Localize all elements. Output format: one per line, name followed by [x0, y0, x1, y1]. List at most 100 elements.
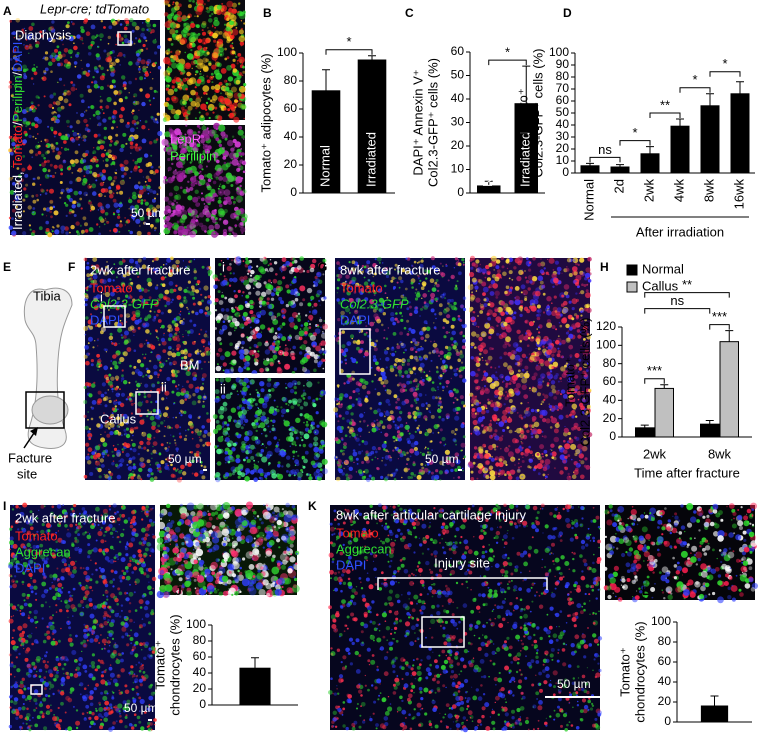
texture-dot [204, 430, 208, 434]
texture-dot [392, 436, 395, 439]
texture-dot [445, 471, 448, 474]
texture-dot [104, 474, 108, 478]
texture-dot [366, 332, 368, 334]
texture-dot [199, 309, 204, 314]
texture-dot [44, 57, 48, 61]
texture-dot [210, 189, 215, 194]
texture-dot [215, 398, 220, 403]
texture-dot [56, 101, 61, 106]
texture-dot [193, 324, 196, 327]
texture-dot [336, 415, 338, 417]
texture-dot [223, 320, 226, 323]
texture-dot [204, 361, 206, 363]
texture-dot [199, 127, 201, 129]
texture-dot [220, 92, 222, 94]
texture-dot [189, 384, 194, 389]
texture-dot [432, 432, 433, 433]
texture-dot [203, 346, 205, 348]
texture-dot [238, 223, 243, 228]
texture-dot [215, 116, 219, 120]
texture-dot [200, 294, 202, 296]
texture-dot [400, 319, 403, 322]
texture-dot [287, 289, 291, 293]
texture-dot [143, 447, 146, 450]
texture-dot [58, 96, 63, 101]
texture-dot [378, 402, 381, 405]
texture-dot [168, 358, 170, 360]
texture-dot [74, 191, 79, 196]
texture-dot [236, 80, 241, 85]
texture-dot [86, 170, 90, 174]
texture-dot [62, 54, 66, 58]
texture-dot [553, 396, 557, 400]
texture-dot [100, 99, 103, 102]
texture-dot [85, 361, 90, 366]
texture-dot [77, 170, 79, 172]
texture-dot [190, 49, 192, 51]
texture-dot [120, 220, 122, 222]
texture-dot [34, 71, 38, 75]
texture-dot [93, 147, 94, 148]
texture-dot [399, 312, 402, 315]
texture-dot [203, 401, 205, 403]
texture-dot [150, 333, 152, 335]
texture-dot [443, 309, 448, 314]
texture-dot [179, 426, 181, 428]
texture-dot [186, 380, 189, 383]
texture-dot [139, 190, 144, 195]
texture-dot [195, 183, 197, 185]
texture-dot [161, 338, 165, 342]
texture-dot [171, 109, 176, 114]
texture-dot [243, 11, 246, 14]
texture-dot [227, 140, 233, 146]
texture-dot [49, 206, 53, 210]
texture-dot [217, 41, 219, 43]
texture-dot [316, 398, 319, 401]
texture-dot [462, 378, 466, 382]
texture-dot [122, 443, 124, 445]
texture-dot [297, 381, 301, 385]
texture-dot [57, 107, 62, 112]
texture-dot [194, 259, 195, 260]
texture-dot [115, 59, 119, 63]
texture-dot [223, 32, 229, 38]
texture-dot [190, 23, 195, 28]
texture-dot [221, 108, 224, 111]
texture-dot [97, 159, 99, 161]
texture-dot [43, 208, 46, 211]
texture-dot [60, 226, 65, 231]
texture-dot [377, 392, 381, 396]
texture-dot [388, 451, 390, 453]
texture-dot [72, 130, 74, 132]
texture-dot [217, 445, 219, 447]
texture-dot [204, 334, 208, 338]
texture-dot [114, 365, 118, 369]
texture-dot [31, 77, 34, 80]
texture-dot [285, 344, 287, 346]
texture-dot [166, 144, 169, 147]
texture-dot [143, 44, 146, 47]
texture-dot [156, 355, 161, 360]
texture-dot [392, 450, 394, 452]
texture-dot [219, 415, 224, 420]
texture-dot [137, 401, 142, 406]
texture-dot [425, 418, 427, 420]
texture-dot [146, 187, 150, 191]
texture-dot [216, 353, 218, 355]
texture-dot [469, 272, 474, 277]
texture-dot [407, 333, 410, 336]
texture-dot [442, 386, 445, 389]
texture-dot [393, 332, 397, 336]
texture-dot [36, 66, 38, 68]
texture-dot [208, 341, 209, 342]
texture-dot [116, 393, 121, 398]
texture-dot [439, 383, 441, 385]
texture-dot [358, 451, 362, 455]
texture-dot [456, 368, 458, 370]
texture-dot [453, 477, 454, 478]
texture-dot [129, 18, 133, 22]
texture-dot [463, 264, 465, 266]
texture-dot [217, 363, 219, 365]
texture-dot [67, 21, 70, 24]
texture-dot [185, 88, 188, 91]
